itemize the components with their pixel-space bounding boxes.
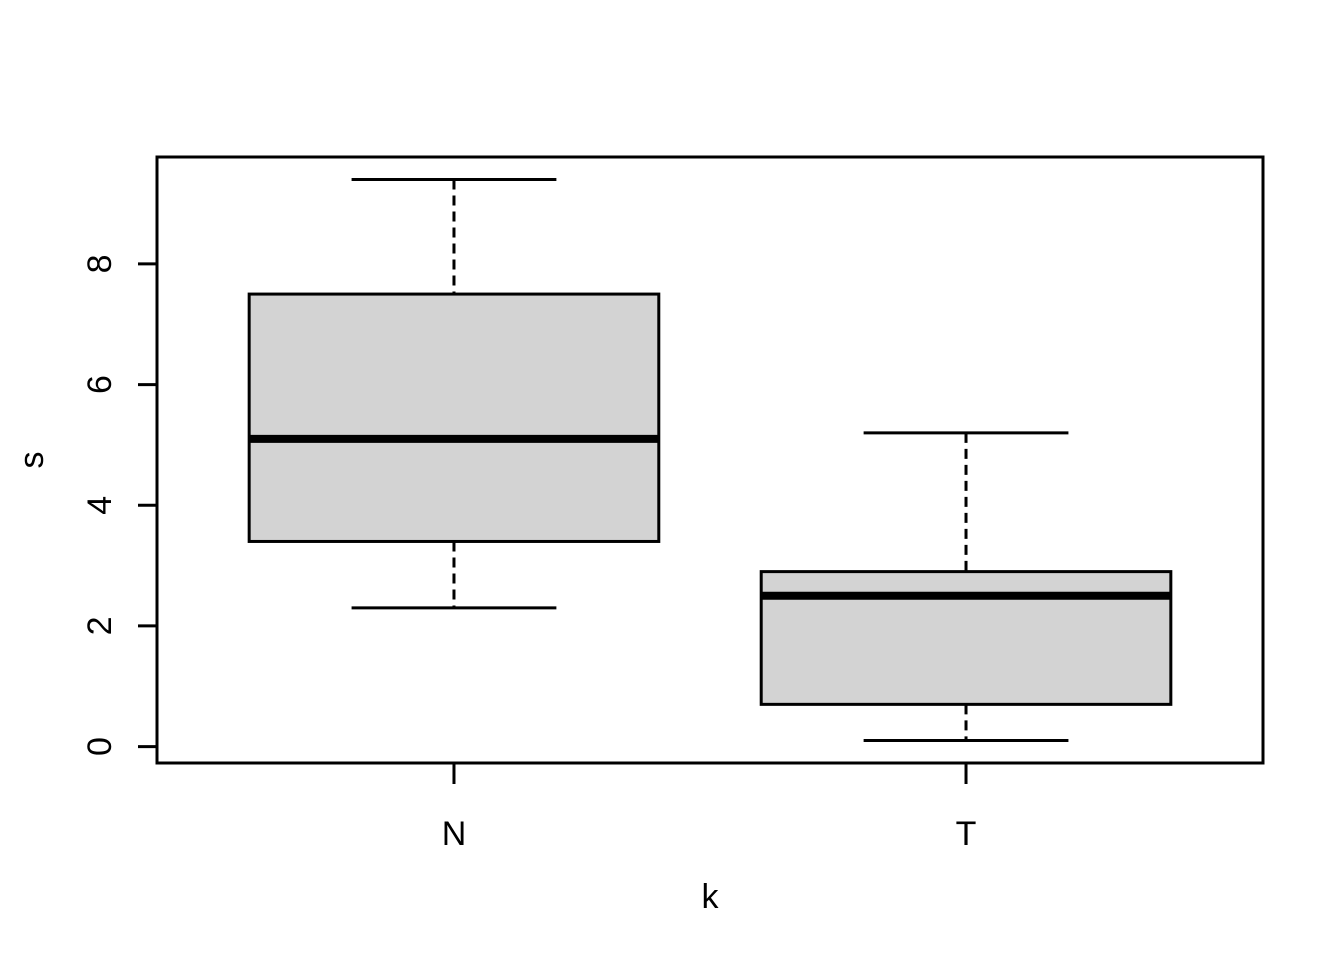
iqr-box-t bbox=[759, 570, 1173, 706]
y-axis-tick-label: 6 bbox=[81, 375, 119, 394]
y-axis-tick-label: 0 bbox=[81, 737, 119, 756]
x-tick-label-t: T bbox=[956, 815, 977, 853]
x-tick-label-n: N bbox=[442, 815, 467, 853]
plot-frame bbox=[155, 155, 1265, 765]
y-axis-label: s bbox=[13, 452, 51, 469]
y-axis-tick-label: 8 bbox=[81, 254, 119, 273]
x-axis-label: k bbox=[702, 878, 720, 916]
y-axis-tick-label: 4 bbox=[81, 496, 119, 515]
y-axis-tick-label: 2 bbox=[81, 616, 119, 635]
iqr-box-n bbox=[247, 292, 661, 543]
